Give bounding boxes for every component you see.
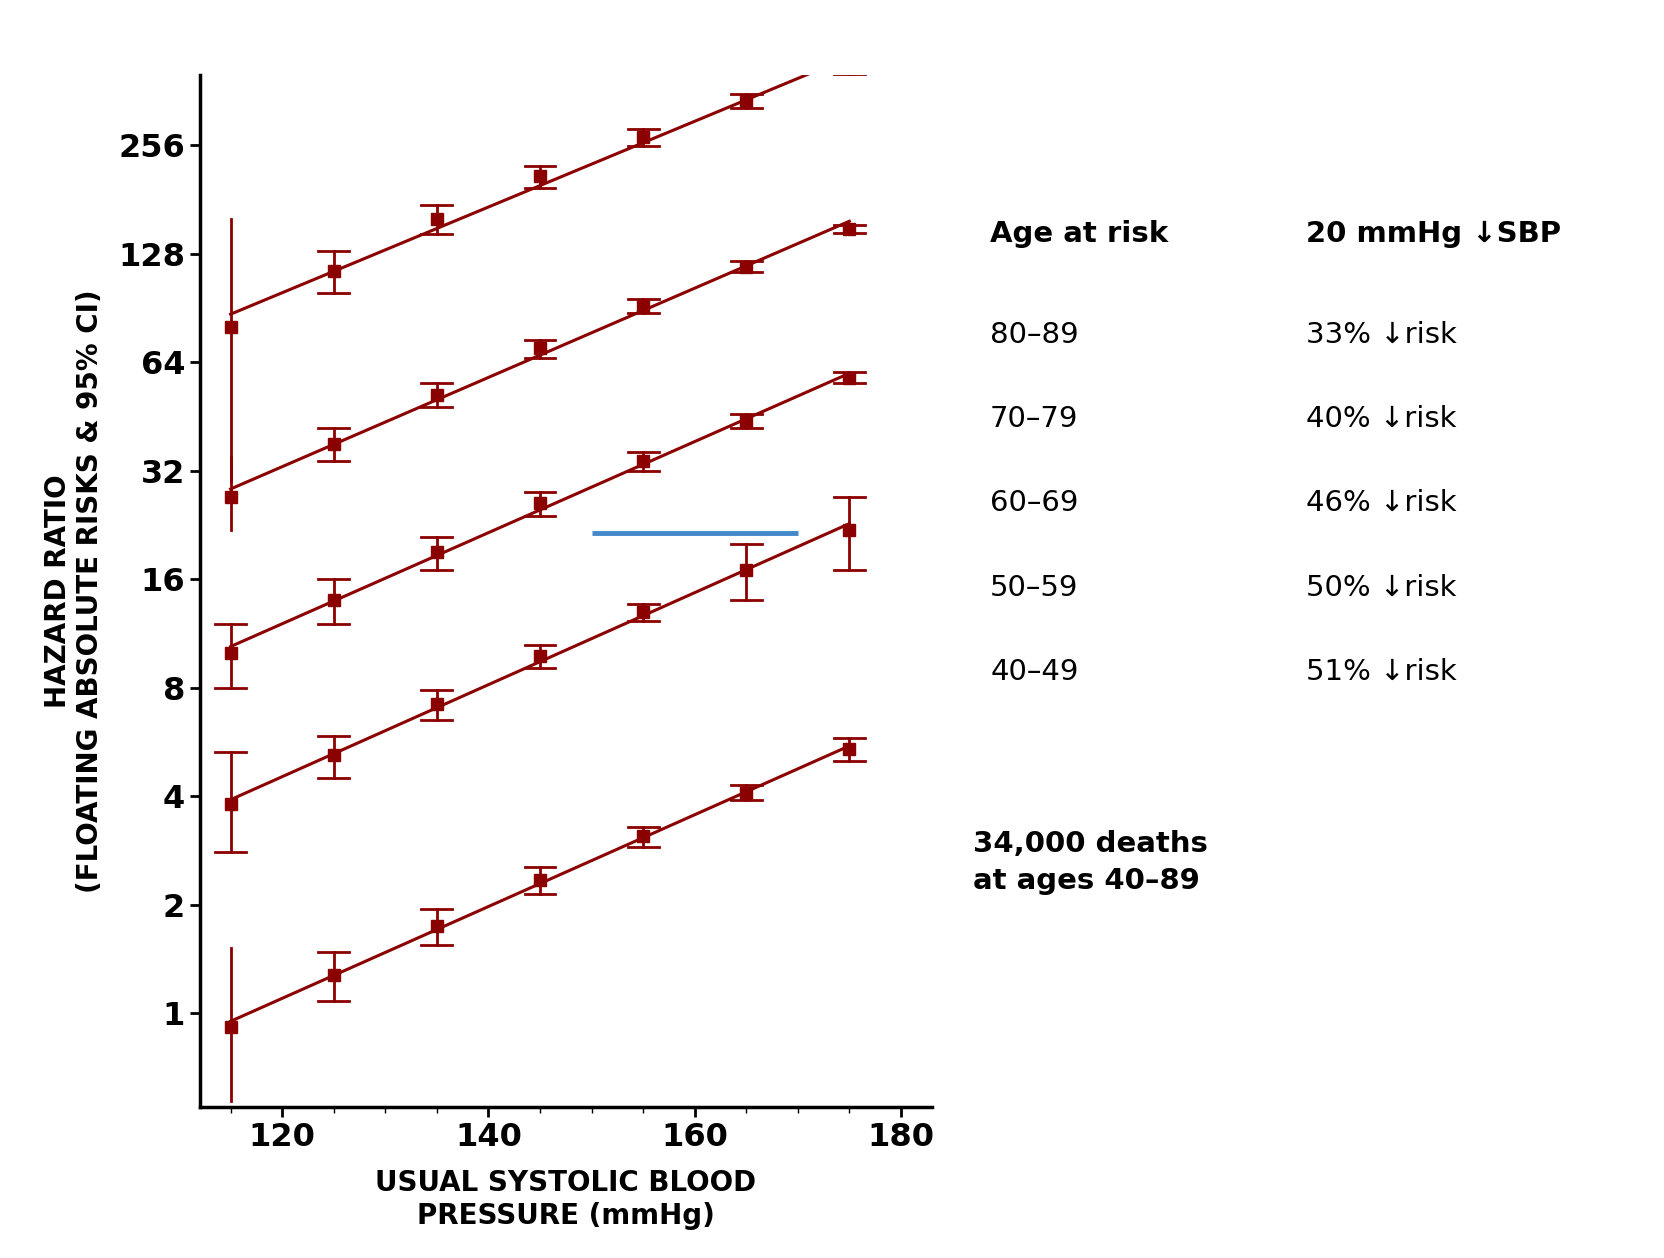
Text: 20 mmHg ↓SBP: 20 mmHg ↓SBP	[1306, 220, 1561, 248]
Text: 40% ↓risk: 40% ↓risk	[1306, 405, 1456, 433]
Text: 50% ↓risk: 50% ↓risk	[1306, 574, 1456, 601]
Text: 60–69: 60–69	[990, 489, 1078, 517]
Text: Age at risk: Age at risk	[990, 220, 1168, 248]
Text: 34,000 deaths
at ages 40–89: 34,000 deaths at ages 40–89	[973, 830, 1208, 896]
Text: 80–89: 80–89	[990, 321, 1078, 348]
Text: 70–79: 70–79	[990, 405, 1078, 433]
X-axis label: USUAL SYSTOLIC BLOOD
PRESSURE (mmHg): USUAL SYSTOLIC BLOOD PRESSURE (mmHg)	[374, 1169, 757, 1229]
Text: 50–59: 50–59	[990, 574, 1078, 601]
Text: 46% ↓risk: 46% ↓risk	[1306, 489, 1458, 517]
Text: 33% ↓risk: 33% ↓risk	[1306, 321, 1458, 348]
Y-axis label: HAZARD RATIO
(FLOATING ABSOLUTE RISKS & 95% CI): HAZARD RATIO (FLOATING ABSOLUTE RISKS & …	[43, 289, 105, 893]
Text: 51% ↓risk: 51% ↓risk	[1306, 658, 1458, 686]
Text: 40–49: 40–49	[990, 658, 1078, 686]
